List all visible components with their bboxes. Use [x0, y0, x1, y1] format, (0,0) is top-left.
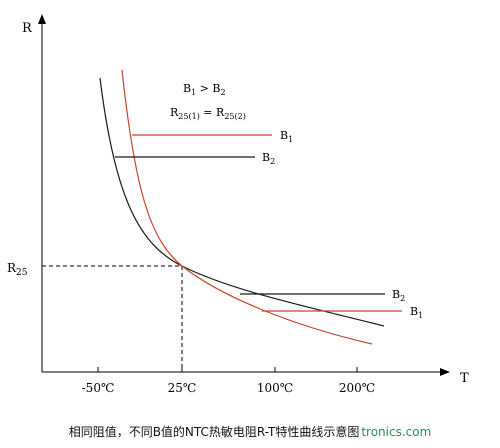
rt-chart: R T -50℃ 25℃ 100℃ 200℃ R25 B1 > B2 R25(1…	[7, 14, 469, 395]
legend-label-b2-upper: B2	[262, 151, 275, 166]
y-tick-label-r25: R25	[7, 261, 28, 278]
y-axis-arrow	[38, 14, 46, 24]
y-axis-label: R	[22, 21, 33, 36]
chart-caption: 相同阻值，不同B值的NTC热敏电阻R-T特性曲线示意图 tronics.com	[0, 423, 500, 440]
series-b1-curve	[121, 69, 373, 345]
legend-label-b2-lower: B2	[392, 288, 405, 303]
x-tick-label: 200℃	[339, 381, 375, 395]
legend-label-b1-lower: B1	[410, 305, 423, 320]
x-axis-label: T	[460, 371, 469, 386]
annotation-r25-equal: R25(1) = R25(2)	[170, 106, 246, 121]
x-tick-label: 100℃	[257, 381, 293, 395]
annotation-b-compare: B1 > B2	[183, 82, 226, 97]
legend-label-b1-upper: B1	[280, 129, 293, 144]
watermark-text: tronics.com	[361, 425, 432, 439]
x-axis-arrow	[440, 368, 450, 376]
x-tick-label: 25℃	[168, 381, 197, 395]
caption-text: 相同阻值，不同B值的NTC热敏电阻R-T特性曲线示意图	[68, 425, 360, 439]
x-tick-label: -50℃	[82, 381, 115, 395]
